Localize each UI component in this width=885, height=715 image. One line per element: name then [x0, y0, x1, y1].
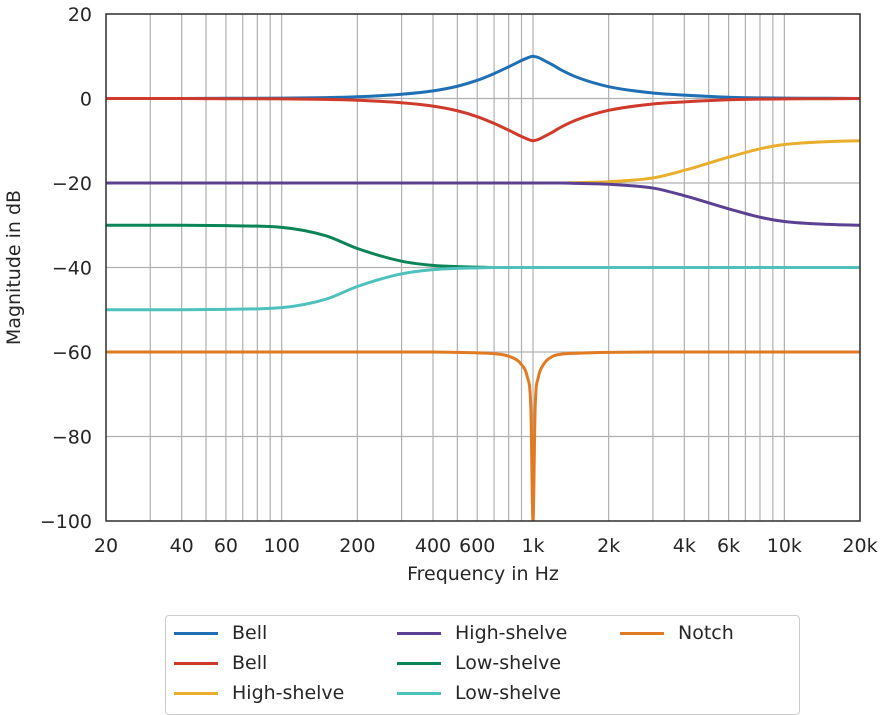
x-axis-label: Frequency in Hz	[407, 563, 559, 585]
x-tick-label: 200	[339, 535, 375, 557]
legend-item: High-shelve	[174, 678, 344, 708]
legend-item: Bell	[174, 618, 267, 648]
x-tick-label: 20	[94, 535, 118, 557]
legend-swatch	[620, 631, 664, 635]
legend-label: Low-shelve	[455, 652, 562, 674]
chart: 20 40 60 100 200 400 600 1k 2k 4k 6k 10k 20k 200−20−…	[3, 4, 878, 585]
legend-label: Notch	[678, 622, 734, 644]
series-line-low-shelve-4	[106, 223, 860, 269]
x-tick-label: 1k	[521, 535, 544, 557]
legend-swatch	[397, 661, 441, 665]
legend-swatch	[397, 691, 441, 695]
series-line-bell-1	[106, 96, 860, 143]
legend-swatch	[174, 661, 218, 665]
series-line-low-shelve-5	[106, 266, 860, 312]
legend: Bell Bell High-shelve High-shelve Low-shelve…	[165, 615, 800, 715]
x-tick-label: 20k	[842, 535, 877, 557]
y-tick-label: −100	[40, 511, 92, 533]
x-tick-label: 4k	[673, 535, 696, 557]
series-line-high-shelve-3	[106, 181, 860, 227]
x-tick-label: 40	[170, 535, 194, 557]
legend-item: High-shelve	[397, 618, 567, 648]
x-tick-label: 100	[264, 535, 300, 557]
y-tick-label: −40	[52, 258, 92, 280]
x-tick-label: 600	[459, 535, 495, 557]
x-tick-label: 2k	[597, 535, 620, 557]
x-tick-label: 400	[415, 535, 451, 557]
y-tick-labels: 20 0 −20 −40 −60 −80 −100	[40, 4, 92, 533]
legend-swatch	[174, 691, 218, 695]
plot-frame	[105, 13, 861, 522]
y-axis-label: Magnitude in dB	[3, 190, 25, 345]
legend-item: Notch	[620, 618, 734, 648]
legend-swatch	[174, 631, 218, 635]
x-tick-label: 6k	[717, 535, 740, 557]
legend-item: Low-shelve	[397, 678, 561, 708]
legend-swatch	[397, 631, 441, 635]
legend-label: High-shelve	[232, 682, 345, 704]
legend-item: Low-shelve	[397, 648, 561, 678]
y-tick-label: 20	[68, 4, 92, 26]
y-tick-label: −20	[52, 173, 92, 195]
legend-label: Low-shelve	[455, 682, 562, 704]
series-layer	[106, 54, 860, 521]
series-line-notch-6	[106, 350, 860, 521]
x-tick-label: 10k	[767, 535, 802, 557]
series-line-high-shelve-2	[106, 139, 860, 185]
series-line-bell-0	[106, 54, 860, 101]
legend-label: Bell	[232, 652, 268, 674]
y-tick-label: 0	[80, 89, 92, 111]
legend-label: High-shelve	[455, 622, 568, 644]
legend-item: Bell	[174, 648, 267, 678]
x-tick-labels: 20 40 60 100 200 400 600 1k 2k 4k 6k 10k 20k	[94, 535, 878, 557]
y-tick-label: −80	[52, 427, 92, 449]
legend-label: Bell	[232, 622, 268, 644]
x-tick-label: 60	[214, 535, 238, 557]
y-tick-label: −60	[52, 342, 92, 364]
